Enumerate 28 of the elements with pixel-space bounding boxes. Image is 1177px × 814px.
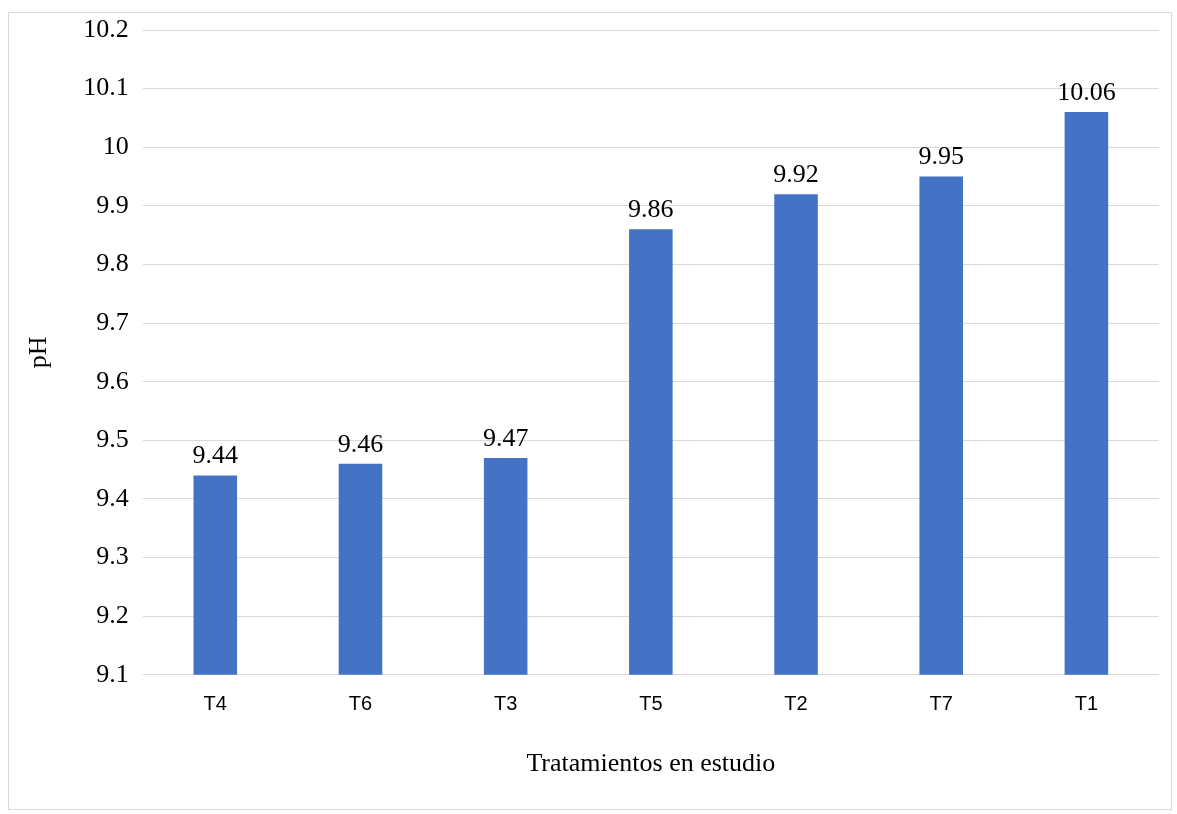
data-label: 9.46 bbox=[337, 428, 384, 458]
y-tick-label: 10.2 bbox=[83, 13, 129, 43]
data-label: 9.44 bbox=[192, 440, 239, 470]
y-tick-label: 10 bbox=[102, 131, 129, 161]
y-tick-label: 9.7 bbox=[96, 306, 129, 336]
x-tick-label: T1 bbox=[1074, 692, 1099, 715]
y-tick-label: 9.3 bbox=[96, 541, 129, 571]
x-tick-label: T2 bbox=[784, 692, 808, 715]
y-axis-title: pH bbox=[23, 336, 53, 369]
data-label: 9.95 bbox=[918, 141, 964, 171]
x-axis-title: Tratamientos en estudio bbox=[526, 748, 776, 778]
x-tick-label: T7 bbox=[929, 692, 953, 715]
y-tick-label: 9.9 bbox=[96, 189, 129, 219]
data-label: 10.06 bbox=[1057, 76, 1116, 106]
x-tick-label: T4 bbox=[203, 692, 227, 715]
x-tick-label: T5 bbox=[639, 692, 663, 715]
y-tick-label: 9.2 bbox=[96, 600, 129, 630]
x-tick-label: T6 bbox=[348, 692, 373, 715]
y-tick-label: 9.8 bbox=[96, 248, 129, 278]
y-tick-label: 9.4 bbox=[96, 482, 129, 512]
y-tick-label: 10.1 bbox=[83, 72, 129, 102]
y-tick-label: 9.1 bbox=[96, 658, 129, 688]
data-label: 9.92 bbox=[773, 158, 819, 188]
y-tick-label: 9.6 bbox=[96, 365, 129, 395]
data-label: 9.86 bbox=[628, 194, 674, 224]
y-tick-label: 9.5 bbox=[96, 424, 129, 454]
data-label: 9.47 bbox=[482, 422, 529, 452]
x-tick-label: T3 bbox=[493, 692, 518, 715]
